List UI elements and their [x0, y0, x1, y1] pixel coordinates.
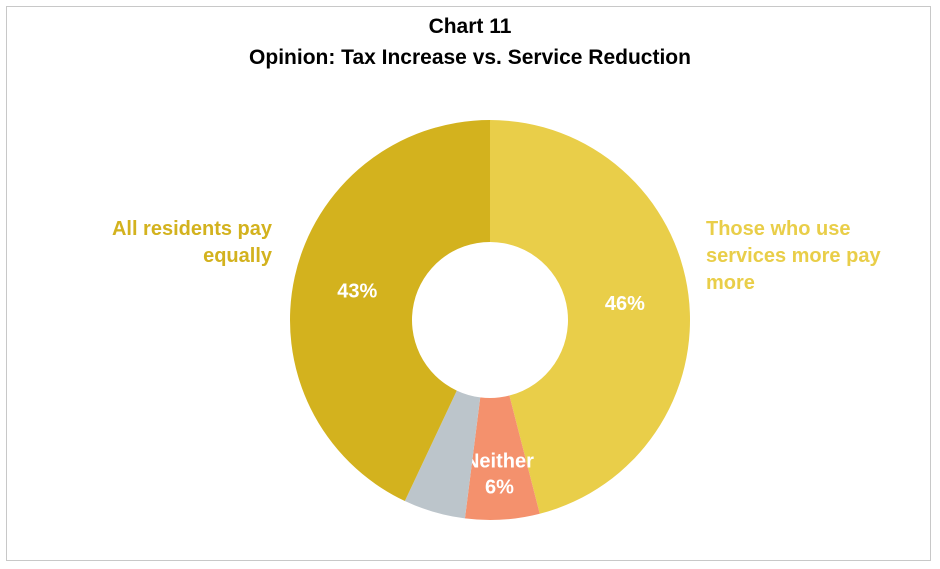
slice-all-residents-pay-equally — [290, 120, 490, 501]
slice-value-neither: 6% — [485, 477, 514, 499]
label-those-who-use-services-more: Those who use services more pay more — [706, 218, 881, 294]
slice-value-46: 46% — [605, 293, 645, 315]
chart-title: Chart 11 — [428, 15, 512, 38]
slice-value-43: 43% — [337, 280, 377, 302]
chart-subtitle: Opinion: Tax Increase vs. Service Reduct… — [249, 46, 691, 69]
slice-unlabeled — [404, 390, 481, 519]
slice-name-neither: Neither — [465, 451, 534, 473]
label-all-residents-pay-equally: All residents pay equally — [111, 218, 272, 267]
slice-neither — [464, 395, 540, 520]
slice-those-who-use-services-more-pay-more — [490, 120, 691, 514]
